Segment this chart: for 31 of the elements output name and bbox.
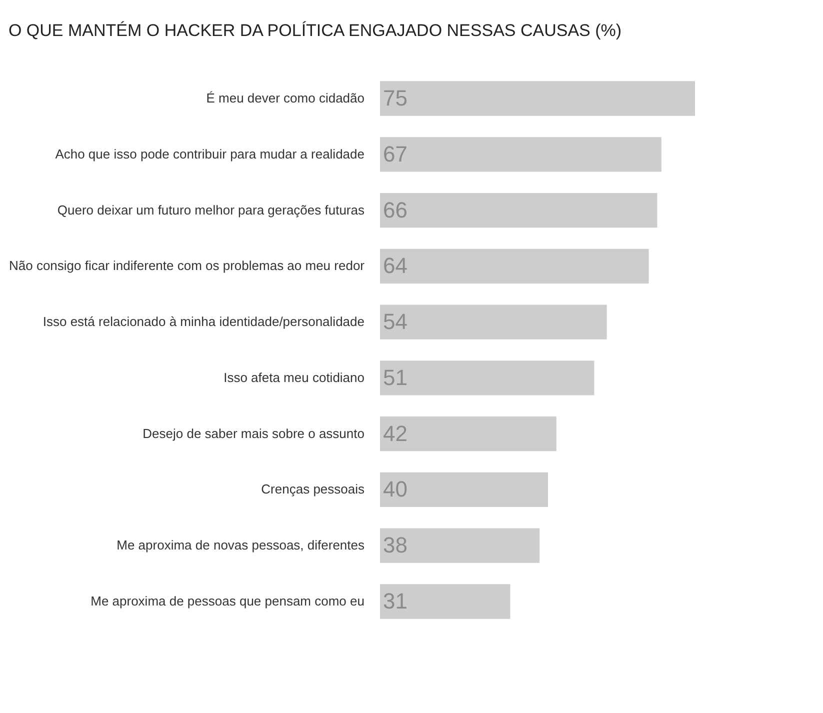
y-tick-label: Acho que isso pode contribuir para mudar a realidade — [55, 146, 364, 162]
y-tick-label: Desejo de saber mais sobre o assunto — [142, 426, 364, 441]
bar — [380, 192, 658, 228]
data-label: 54 — [383, 309, 408, 334]
data-label: 67 — [383, 141, 408, 166]
bar — [380, 472, 548, 508]
data-label: 42 — [383, 420, 408, 446]
y-tick-label: Não consigo ficar indiferente com os problemas ao meu redor — [8, 258, 366, 274]
bar — [380, 137, 662, 172]
data-label: 64 — [383, 253, 408, 278]
data-label: 51 — [383, 364, 408, 390]
y-tick-label: Crenças pessoais — [261, 482, 365, 497]
y-tick-label: Me aproxima de novas pessoas, diferentes — [116, 538, 365, 553]
y-tick-label: Me aproxima de pessoas que pensam como eu — [90, 593, 364, 608]
bar — [380, 416, 556, 452]
y-tick-label: Isso afeta meu cotidiano — [224, 370, 364, 385]
bar — [380, 81, 695, 116]
y-tick-label: Isso está relacionado à minha identidade/personalidade — [42, 314, 364, 330]
data-label: 66 — [383, 197, 408, 222]
data-label: 31 — [383, 588, 408, 614]
data-label: 38 — [383, 532, 408, 558]
chart-title: O QUE MANTÉM O HACKER DA POLÍTICA ENGAJADO NESSAS CAUSAS (%) — [8, 21, 622, 40]
bar — [380, 528, 540, 563]
y-tick-label: É meu dever como cidadão — [206, 90, 364, 106]
data-label: 40 — [383, 476, 408, 502]
y-tick-label: Quero deixar um futuro melhor para gerações futuras — [57, 202, 365, 218]
bar — [380, 304, 607, 340]
bar — [380, 248, 649, 284]
data-label: 75 — [383, 86, 408, 111]
bar — [380, 584, 510, 619]
bar — [380, 360, 594, 396]
